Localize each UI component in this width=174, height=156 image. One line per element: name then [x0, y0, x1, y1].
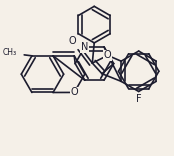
Text: O: O [68, 36, 76, 46]
Text: N: N [81, 42, 89, 52]
Text: O: O [70, 87, 78, 98]
Text: F: F [136, 94, 141, 104]
Text: CH₃: CH₃ [2, 48, 17, 57]
Text: O: O [104, 50, 112, 60]
